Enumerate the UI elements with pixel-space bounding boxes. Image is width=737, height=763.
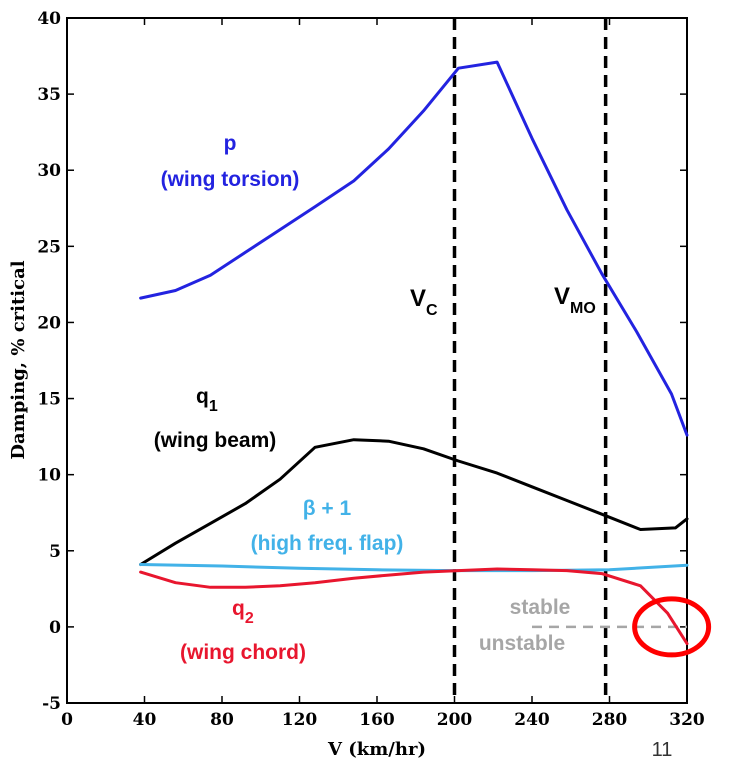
label-vc-sub: C [426, 302, 438, 319]
x-tick-label: 280 [592, 710, 628, 730]
label-stable: stable [510, 596, 571, 619]
label-vc-main: V [410, 285, 426, 312]
label-p-name: p [224, 132, 237, 155]
x-tick-label: 240 [514, 710, 550, 730]
y-tick-label: 40 [37, 9, 61, 29]
label-beta-desc: (high freq. flap) [251, 532, 404, 555]
label-q2-sub: 2 [245, 610, 254, 627]
x-tick-label: 80 [210, 710, 234, 730]
y-tick-label: 20 [37, 313, 61, 333]
x-tick-label: 120 [282, 710, 318, 730]
label-q1-desc: (wing beam) [154, 429, 277, 452]
highlight-circle [632, 596, 712, 658]
y-axis-label: Damping, % critical [8, 260, 29, 459]
x-axis-label: V (km/hr) [327, 739, 426, 760]
x-tick-label: 40 [133, 710, 157, 730]
label-unstable: unstable [479, 632, 565, 655]
label-vc: VC [410, 285, 438, 319]
label-q2-desc: (wing chord) [180, 641, 306, 664]
instability-highlight [632, 596, 712, 658]
x-tick-label: 320 [669, 710, 705, 730]
y-tick-label: 25 [37, 237, 61, 257]
series-line-q1 [139, 438, 689, 566]
label-vmo-sub: MO [570, 300, 596, 317]
label-q1: q1 [196, 385, 218, 415]
y-tick-label: 15 [37, 390, 61, 410]
axis-ticks: 0 40 80 120 160 200 240 280 320-5051015202530354… [37, 9, 705, 730]
y-tick-label: 30 [37, 161, 61, 181]
slide-number: 11 [652, 739, 673, 761]
series-line-beta1 [139, 563, 689, 573]
reference-lines [452, 18, 687, 703]
label-q1-sub: 1 [209, 398, 218, 415]
x-tick-label: 160 [359, 710, 395, 730]
plot-frame [66, 17, 688, 704]
series-lines [139, 60, 689, 646]
y-tick-label: 35 [37, 85, 61, 105]
label-q1-name: q [196, 385, 209, 408]
label-beta-name: β + 1 [303, 497, 352, 520]
label-vmo-main: V [554, 283, 570, 310]
x-tick-label: 0 [61, 710, 73, 730]
series-line-q2 [139, 567, 689, 646]
y-tick-label: 10 [37, 466, 61, 486]
label-p-desc: (wing torsion) [161, 168, 300, 191]
y-tick-label: 0 [49, 618, 61, 638]
y-tick-label: 5 [49, 542, 61, 562]
label-q2: q2 [232, 597, 254, 627]
x-tick-label: 200 [437, 710, 473, 730]
y-tick-label: -5 [42, 694, 61, 714]
series-line-p [139, 60, 689, 437]
label-q2-name: q [232, 597, 245, 620]
label-vmo: VMO [554, 283, 596, 317]
